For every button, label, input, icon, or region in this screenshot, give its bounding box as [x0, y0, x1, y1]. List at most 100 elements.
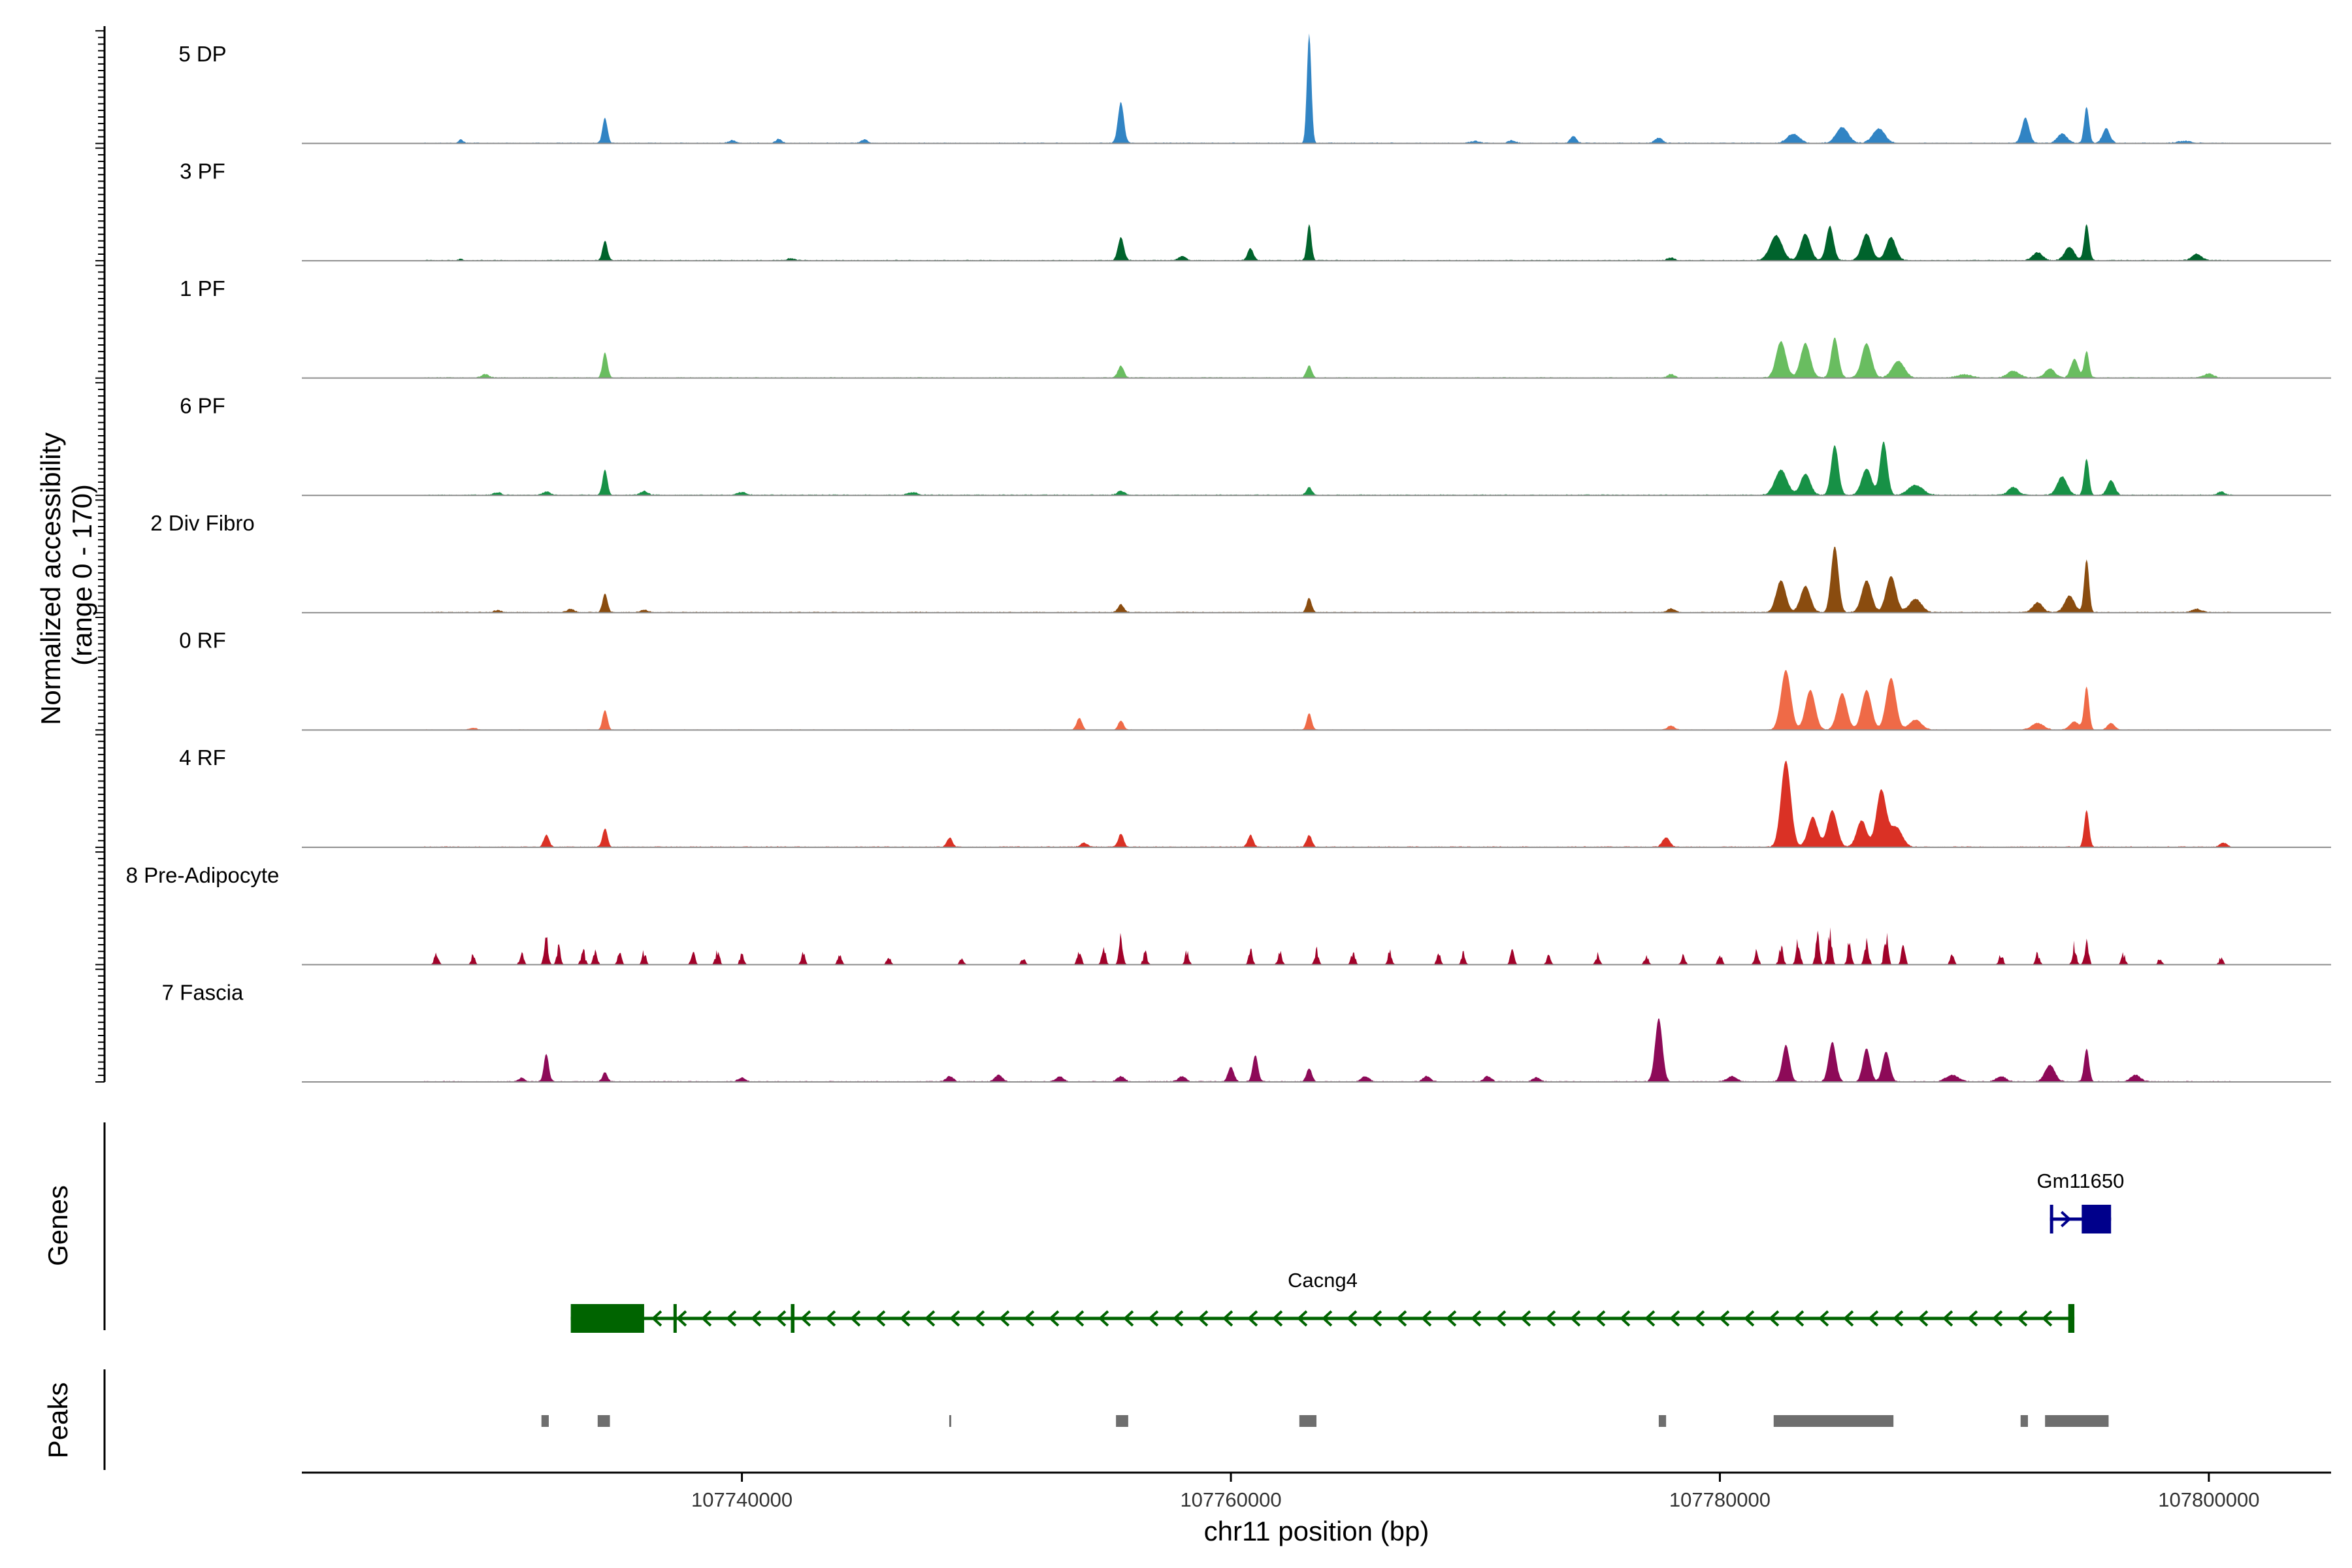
strand-arrow-icon — [1743, 1310, 1755, 1327]
strand-arrow-icon — [1942, 1310, 1953, 1327]
peak-region — [2020, 1415, 2028, 1427]
track-8-pre-adipocyte — [302, 927, 2331, 966]
strand-arrow-icon — [1967, 1310, 1978, 1327]
strand-arrow-icon — [1147, 1310, 1159, 1327]
strand-arrow-icon — [700, 1310, 712, 1327]
gene-exon-cacng4 — [673, 1304, 677, 1333]
track-3-pf — [302, 224, 2331, 262]
strand-arrow-icon — [1048, 1310, 1060, 1327]
series-area-2-div-fibro — [424, 546, 2234, 613]
strand-arrow-icon — [1222, 1310, 1233, 1327]
peak-region — [1116, 1415, 1128, 1427]
peak-region — [1658, 1415, 1667, 1427]
series-area-1-pf — [424, 337, 2234, 378]
series-area-0-rf — [424, 670, 2234, 730]
track-label-3-pf: 3 PF — [180, 159, 225, 183]
track-label-7-fascia: 7 Fascia — [162, 980, 244, 1004]
track-label-6-pf: 6 PF — [180, 394, 225, 418]
series-area-5-dp — [424, 33, 2234, 144]
gene-cacng4: Cacng4 — [570, 1269, 2075, 1333]
peaks-panel-label: Peaks — [42, 1382, 73, 1459]
track-5-dp — [302, 33, 2331, 144]
strand-arrow-icon — [1197, 1310, 1209, 1327]
track-label-0-rf: 0 RF — [179, 629, 226, 653]
strand-arrow-icon — [800, 1310, 811, 1327]
track-4-rf — [302, 760, 2331, 848]
strand-arrow-icon — [825, 1310, 836, 1327]
strand-arrow-icon — [1520, 1310, 1531, 1327]
peaks-track — [541, 1415, 2109, 1427]
track-0-rf — [302, 670, 2331, 731]
strand-arrow-icon — [1271, 1310, 1283, 1327]
strand-arrow-icon — [1470, 1310, 1482, 1327]
strand-arrow-icon — [1346, 1310, 1358, 1327]
strand-arrow-icon — [1371, 1310, 1382, 1327]
strand-arrow-icon — [849, 1310, 861, 1327]
strand-arrow-icon — [651, 1310, 662, 1327]
strand-arrow-icon — [1619, 1310, 1631, 1327]
y-axis-title-line-1: Normalized accessibility — [35, 433, 66, 725]
track-2-div-fibro — [302, 546, 2331, 613]
track-7-fascia — [302, 1019, 2331, 1083]
gene-exon-cacng4 — [791, 1304, 795, 1333]
strand-arrow-icon — [973, 1310, 985, 1327]
coverage-y-axis-title: Normalized accessibility (range 0 - 170) — [35, 425, 97, 725]
strand-arrow-icon — [1594, 1310, 1606, 1327]
gene-exon-cacng4 — [570, 1304, 644, 1333]
strand-arrow-icon — [899, 1310, 911, 1327]
x-axis-title: chr11 position (bp) — [1204, 1516, 1429, 1546]
gene-exon-cacng4 — [2068, 1304, 2075, 1333]
strand-arrow-icon — [2016, 1310, 2028, 1327]
strand-arrow-icon — [1122, 1310, 1134, 1327]
strand-arrow-icon — [1892, 1310, 1904, 1327]
x-tick-label: 107800000 — [2158, 1488, 2259, 1511]
series-area-3-pf — [424, 224, 2234, 261]
gene-exon-gm11650 — [2050, 1205, 2053, 1233]
track-label-5-dp: 5 DP — [178, 42, 226, 66]
strand-arrow-icon — [1172, 1310, 1184, 1327]
strand-arrow-icon — [1247, 1310, 1258, 1327]
strand-arrow-icon — [1495, 1310, 1507, 1327]
x-tick-label: 107760000 — [1180, 1488, 1281, 1511]
gene-label-gm11650: Gm11650 — [2036, 1169, 2124, 1192]
x-axis-ticks: 107740000 107760000 107780000 107800000 — [691, 1473, 2259, 1511]
strand-arrow-icon — [1718, 1310, 1730, 1327]
series-area-7-fascia — [424, 1019, 2234, 1082]
strand-arrow-icon — [1867, 1310, 1879, 1327]
strand-arrow-icon — [998, 1310, 1010, 1327]
strand-arrow-icon — [1842, 1310, 1854, 1327]
peak-region — [2045, 1415, 2109, 1427]
strand-arrow-icon — [874, 1310, 886, 1327]
strand-arrow-icon — [1023, 1310, 1035, 1327]
strand-arrow-icon — [1396, 1310, 1407, 1327]
strand-arrow-icon — [2061, 1211, 2072, 1228]
peak-region — [597, 1415, 610, 1427]
strand-arrow-icon — [676, 1310, 687, 1327]
series-area-6-pf — [424, 442, 2234, 496]
track-6-pf — [302, 442, 2331, 497]
peak-region — [949, 1415, 951, 1427]
strand-arrow-icon — [924, 1310, 936, 1327]
strand-arrow-icon — [1569, 1310, 1581, 1327]
coverage-tracks — [302, 33, 2331, 1083]
strand-arrow-icon — [1693, 1310, 1705, 1327]
strand-arrow-icon — [725, 1310, 737, 1327]
peak-region — [541, 1415, 549, 1427]
track-label-2-div-fibro: 2 Div Fibro — [150, 511, 255, 535]
strand-arrow-icon — [1073, 1310, 1085, 1327]
strand-arrow-icon — [1644, 1310, 1656, 1327]
strand-arrow-icon — [1793, 1310, 1805, 1327]
strand-arrow-icon — [1669, 1310, 1680, 1327]
genes-track: Cacng4 Gm11650 — [570, 1169, 2124, 1333]
strand-arrow-icon — [1544, 1310, 1556, 1327]
strand-arrow-icon — [1445, 1310, 1457, 1327]
x-tick-label: 107740000 — [691, 1488, 792, 1511]
track-label-1-pf: 1 PF — [180, 276, 225, 301]
gene-exon-gm11650 — [2082, 1205, 2112, 1233]
strand-arrow-icon — [1991, 1310, 2003, 1327]
strand-arrow-icon — [1098, 1310, 1109, 1327]
genes-panel-label: Genes — [42, 1185, 73, 1266]
strand-arrow-icon — [949, 1310, 960, 1327]
strand-arrow-icon — [750, 1310, 762, 1327]
